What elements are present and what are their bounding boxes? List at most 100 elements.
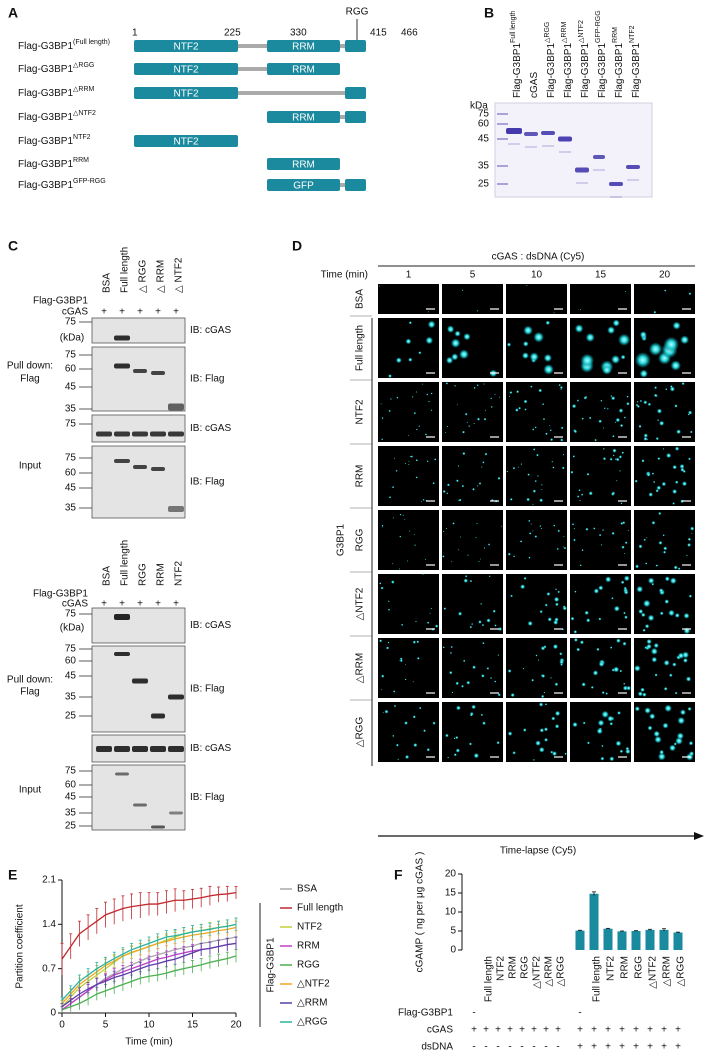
droplet	[444, 431, 446, 434]
droplet	[657, 457, 661, 460]
droplet	[480, 713, 483, 717]
section-label: Flag	[20, 374, 39, 385]
panel-letter: E	[8, 867, 17, 883]
section-label: Flag	[20, 687, 39, 698]
label-name: cGAS	[529, 72, 540, 98]
droplet	[574, 590, 577, 593]
droplet	[469, 579, 473, 583]
column-label: RRM	[156, 563, 167, 586]
blot-band	[114, 652, 130, 656]
droplet	[546, 592, 551, 596]
droplet	[593, 527, 596, 530]
droplet	[393, 457, 396, 459]
x-tick-label: 15	[187, 1020, 199, 1031]
bar	[617, 931, 627, 950]
construct-label: Flag-G3BP1△RRM	[18, 86, 95, 98]
droplet	[420, 501, 423, 503]
droplet	[586, 618, 591, 623]
domain-box	[134, 40, 238, 52]
droplet	[636, 585, 643, 593]
droplet	[445, 733, 449, 738]
droplet	[507, 552, 511, 556]
blot-band	[114, 746, 130, 752]
image-tile	[378, 510, 439, 570]
droplet	[380, 689, 382, 691]
image-tile	[570, 510, 631, 570]
droplet	[634, 665, 641, 672]
droplet	[653, 393, 658, 397]
droplet	[638, 609, 644, 614]
column-label: Full length	[120, 540, 131, 586]
droplet	[602, 447, 605, 450]
series-line	[61, 923, 237, 1001]
droplet	[455, 681, 459, 686]
droplet	[405, 755, 410, 759]
droplet	[654, 673, 658, 677]
droplet	[688, 292, 692, 296]
droplet	[426, 748, 430, 752]
droplet	[416, 428, 418, 431]
gel-band	[593, 155, 605, 159]
image-tile	[442, 574, 503, 634]
droplet	[622, 641, 627, 646]
droplet	[554, 596, 560, 602]
droplet	[466, 421, 468, 424]
droplet	[532, 530, 534, 532]
blot-band	[132, 746, 148, 752]
droplet	[662, 448, 665, 450]
droplet	[623, 586, 627, 590]
droplet	[480, 602, 483, 605]
blot-band	[133, 465, 147, 469]
legend-label: △RGG	[297, 1017, 328, 1028]
faint-band	[559, 151, 571, 153]
droplet	[600, 544, 603, 546]
droplet	[547, 617, 552, 622]
label-name: Flag-G3BP1	[18, 180, 73, 191]
droplet	[456, 479, 459, 483]
droplet	[672, 465, 677, 470]
droplet	[578, 489, 581, 492]
droplet	[644, 646, 647, 649]
droplet	[407, 434, 409, 436]
droplet	[644, 707, 651, 714]
ladder-band	[497, 138, 508, 140]
blot-band	[151, 825, 165, 829]
droplet	[552, 466, 555, 469]
droplet	[463, 659, 466, 663]
droplet	[388, 374, 392, 378]
legend-label: BSA	[297, 884, 317, 895]
droplet	[588, 416, 592, 420]
gel-band	[506, 128, 522, 134]
droplet	[434, 458, 437, 461]
domain-label: RRM	[292, 65, 315, 76]
treatment-mark: +	[647, 1042, 653, 1053]
label-name: Flag-G3BP1	[18, 88, 73, 99]
droplet	[664, 289, 667, 292]
droplet	[641, 612, 646, 617]
droplet	[653, 730, 660, 737]
treatment-mark: +	[155, 307, 161, 318]
column-label: NTF2	[174, 561, 185, 586]
blot-band	[150, 431, 166, 437]
droplet	[507, 342, 511, 347]
droplet	[621, 545, 625, 549]
droplet	[550, 750, 554, 754]
droplet	[538, 702, 544, 707]
droplet	[408, 463, 410, 466]
x-category-label: Full length	[592, 956, 603, 1002]
droplet	[539, 525, 542, 528]
droplet	[531, 678, 534, 682]
faint-band	[576, 182, 588, 184]
droplet	[447, 325, 455, 333]
droplet	[573, 538, 576, 542]
droplet	[624, 290, 627, 293]
row-label: Flag-G3BP1	[398, 1008, 453, 1019]
droplet	[540, 527, 543, 530]
droplet	[619, 470, 621, 472]
droplet	[490, 397, 493, 400]
droplet	[590, 686, 594, 689]
droplet	[648, 492, 653, 497]
image-tile	[506, 318, 567, 378]
droplet	[416, 656, 420, 660]
